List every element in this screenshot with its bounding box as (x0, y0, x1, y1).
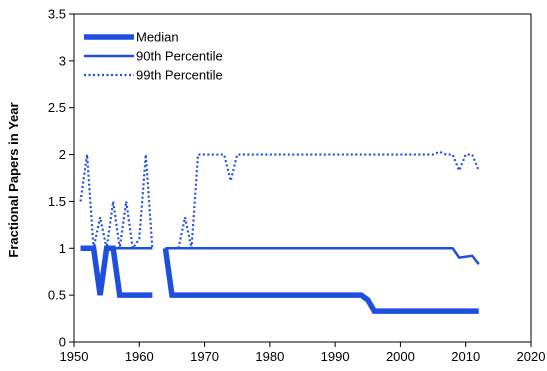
legend-label: 99th Percentile (136, 68, 223, 83)
y-tick-label: 2 (59, 147, 66, 162)
x-tick-label: 1970 (190, 349, 219, 364)
series-layer (79, 150, 480, 314)
x-tick-label: 2010 (451, 349, 480, 364)
y-tick-label: 1 (59, 241, 66, 256)
y-tick-label: 0.5 (48, 288, 66, 303)
y-tick-label: 1.5 (48, 194, 66, 209)
x-tick-label: 2000 (386, 349, 415, 364)
x-tick-label: 1990 (321, 349, 350, 364)
y-axis-label: Fractional Papers in Year (6, 102, 21, 257)
legend: Median 90th Percentile 99th Percentile (84, 30, 223, 83)
y-tick-label: 3 (59, 53, 66, 68)
series-line-dotted (79, 150, 480, 252)
axes: 0 0.5 1 1.5 2 2.5 3 3.5 1950 1960 1970 1980 1990 2000… (48, 7, 546, 365)
x-tick-label: 1960 (125, 349, 154, 364)
x-tick-label: 1950 (60, 349, 89, 364)
series-line-solid (80, 247, 480, 296)
y-tick-label: 0 (59, 335, 66, 350)
y-tick-label: 3.5 (48, 7, 66, 22)
legend-label: Median (136, 30, 179, 45)
legend-label: 90th Percentile (136, 49, 223, 64)
y-tick-label: 2.5 (48, 100, 66, 115)
x-tick-label: 1980 (255, 349, 284, 364)
x-tick-label: 2020 (517, 349, 546, 364)
plot-frame (73, 13, 532, 343)
series-line-thick (80, 245, 479, 314)
